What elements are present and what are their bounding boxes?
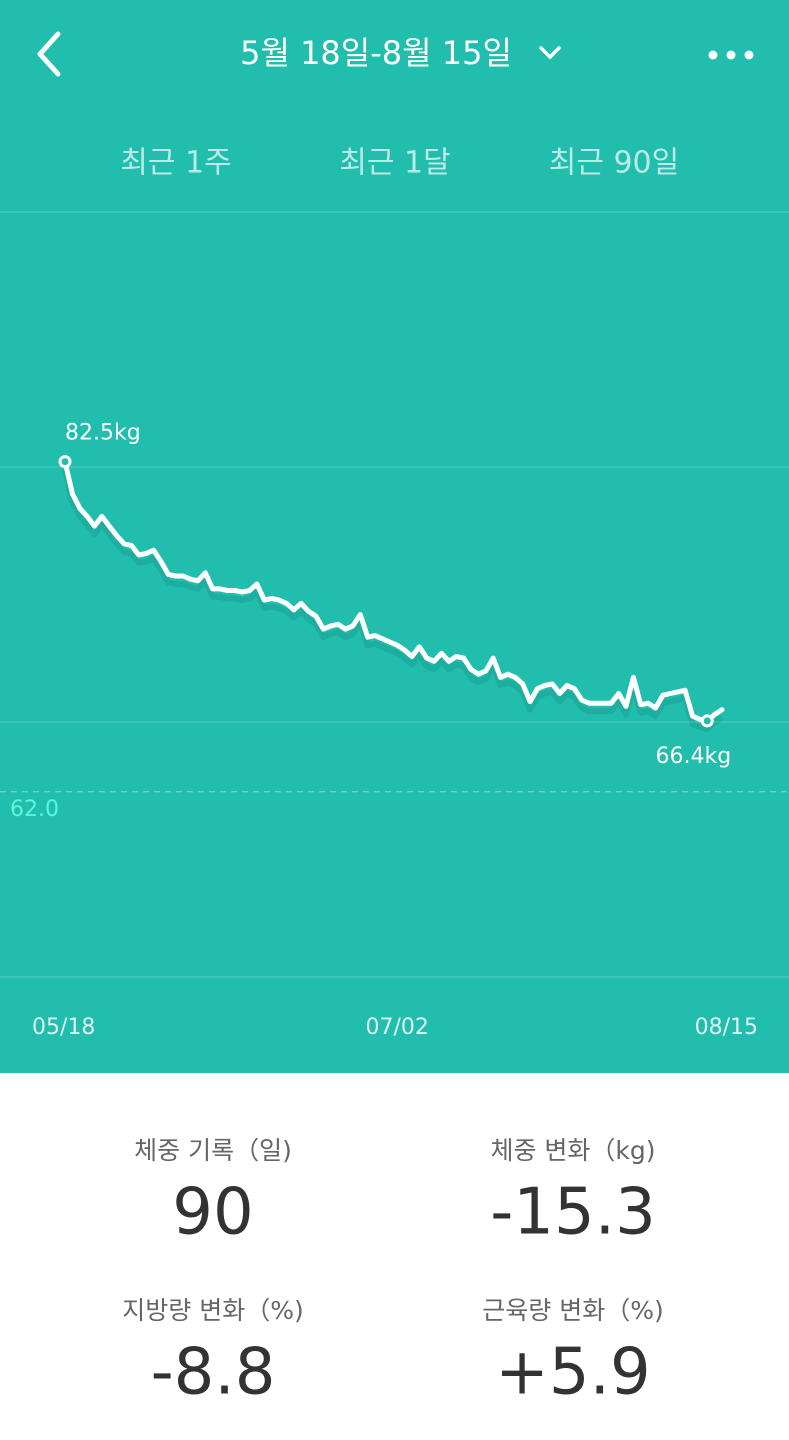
stat-value: +5.9 [495,1336,650,1410]
reference-label: 62.0 [10,797,59,822]
point-marker [58,455,72,469]
stat-value: -8.8 [151,1336,276,1410]
line [62,459,725,724]
x-tick-label: 05/18 [32,1015,95,1040]
date-range-title[interactable]: 5월 18일-8월 15일 [240,34,512,72]
stat-label: 지방량 변화（%) [122,1296,303,1325]
tab[interactable]: 최근 1주 [120,146,231,181]
line-shadow [62,468,724,732]
header-background [0,0,789,1073]
more-button[interactable] [708,50,754,60]
back-button[interactable] [37,31,61,77]
stat-value: -15.3 [490,1176,656,1250]
chart-grid [0,211,789,978]
value-label: 82.5kg [65,421,141,446]
stat-value: 90 [172,1176,253,1250]
tab[interactable]: 최근 1달 [339,146,450,181]
tab[interactable]: 최근 90일 [549,146,680,181]
x-tick-label: 08/15 [695,1015,758,1040]
stat-label: 근육량 변화（%) [482,1296,663,1325]
x-tick-label: 07/02 [365,1015,428,1040]
stat-label: 체중 기록（일) [134,1136,292,1165]
point-marker [700,714,714,728]
stat-label: 체중 변화（kg) [490,1136,655,1165]
value-label: 66.4kg [656,744,732,769]
dropdown-icon[interactable] [539,46,561,60]
